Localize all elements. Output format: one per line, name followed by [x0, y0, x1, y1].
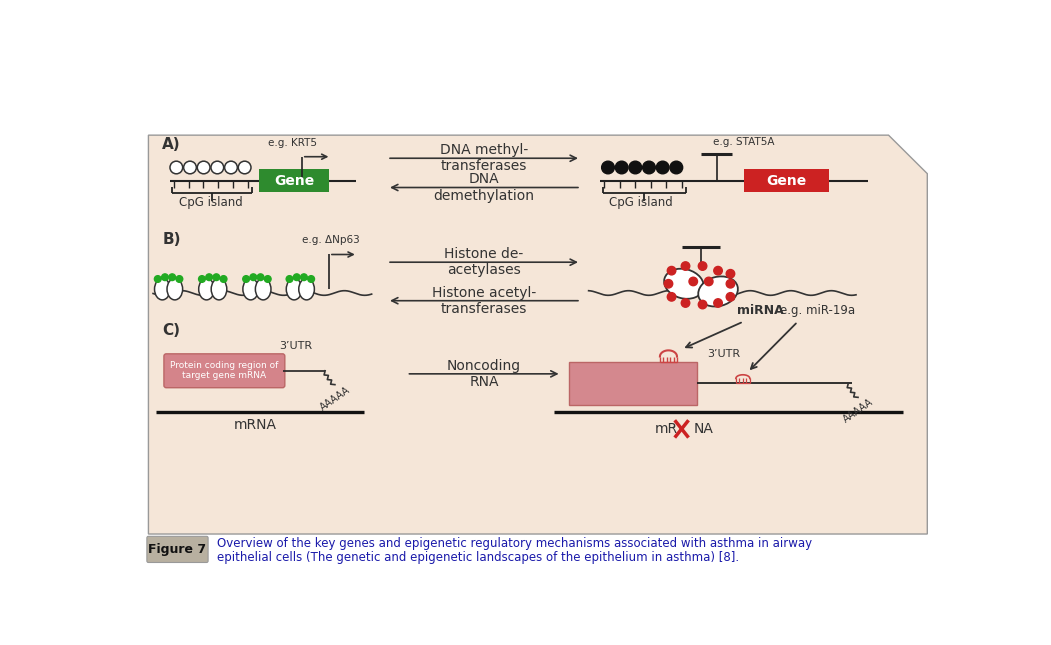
FancyBboxPatch shape	[164, 354, 285, 388]
Circle shape	[642, 161, 656, 174]
Circle shape	[198, 161, 210, 174]
Circle shape	[199, 275, 205, 283]
Circle shape	[669, 161, 683, 174]
Circle shape	[681, 262, 689, 270]
Text: CpG island: CpG island	[179, 196, 243, 209]
Circle shape	[714, 299, 722, 307]
Circle shape	[162, 274, 168, 281]
Text: NA: NA	[694, 422, 714, 436]
Circle shape	[176, 275, 183, 283]
Text: 3’UTR: 3’UTR	[280, 341, 312, 352]
Text: B): B)	[162, 232, 181, 248]
FancyBboxPatch shape	[147, 537, 208, 562]
Circle shape	[667, 266, 676, 275]
Circle shape	[667, 293, 676, 301]
Circle shape	[213, 274, 220, 281]
Text: Gene: Gene	[274, 174, 314, 188]
Text: miRNA: miRNA	[738, 304, 784, 317]
Circle shape	[726, 293, 735, 301]
Text: Gene: Gene	[766, 174, 806, 188]
Circle shape	[257, 274, 264, 281]
Ellipse shape	[664, 269, 704, 299]
Text: e.g. ΔNp63: e.g. ΔNp63	[303, 235, 360, 245]
Ellipse shape	[199, 279, 214, 300]
Circle shape	[714, 266, 722, 275]
Circle shape	[239, 161, 251, 174]
Circle shape	[265, 275, 271, 283]
Ellipse shape	[211, 279, 227, 300]
Text: epithelial cells (The genetic and epigenetic landscapes of the epithelium in ast: epithelial cells (The genetic and epigen…	[217, 551, 739, 564]
Circle shape	[184, 161, 197, 174]
Text: Overview of the key genes and epigenetic regulatory mechanisms associated with a: Overview of the key genes and epigenetic…	[217, 537, 811, 550]
Ellipse shape	[255, 279, 271, 300]
Text: C): C)	[162, 323, 181, 339]
Circle shape	[681, 299, 689, 307]
Text: Histone acetyl-
transferases: Histone acetyl- transferases	[432, 286, 536, 316]
Text: Protein coding region of
target gene mRNA: Protein coding region of target gene mRN…	[170, 361, 279, 380]
Bar	[744, 169, 829, 192]
Circle shape	[211, 161, 224, 174]
Circle shape	[308, 275, 314, 283]
Circle shape	[726, 270, 735, 278]
Circle shape	[301, 274, 307, 281]
Text: AAAAA: AAAAA	[318, 384, 352, 412]
Text: 3’UTR: 3’UTR	[707, 349, 741, 359]
Ellipse shape	[243, 279, 259, 300]
Text: Figure 7: Figure 7	[148, 543, 207, 556]
Text: A): A)	[162, 137, 181, 152]
Circle shape	[169, 274, 176, 281]
Circle shape	[689, 277, 698, 286]
Circle shape	[704, 277, 713, 286]
Bar	[570, 362, 697, 404]
Circle shape	[615, 161, 628, 174]
Text: Histone de-
acetylases: Histone de- acetylases	[445, 247, 523, 277]
Ellipse shape	[154, 279, 170, 300]
Text: DNA methyl-
transferases: DNA methyl- transferases	[440, 143, 528, 174]
Ellipse shape	[286, 279, 302, 300]
Circle shape	[293, 274, 301, 281]
Polygon shape	[148, 135, 927, 534]
Circle shape	[221, 275, 227, 283]
Circle shape	[698, 262, 707, 270]
Ellipse shape	[698, 277, 738, 306]
Circle shape	[698, 301, 707, 309]
Text: AAAAA: AAAAA	[841, 397, 874, 425]
Circle shape	[286, 275, 293, 283]
Text: e.g. STAT5A: e.g. STAT5A	[713, 137, 775, 147]
Circle shape	[170, 161, 183, 174]
Circle shape	[206, 274, 212, 281]
Circle shape	[628, 161, 642, 174]
Text: mR: mR	[655, 422, 678, 436]
Text: Noncoding
RNA: Noncoding RNA	[447, 359, 521, 389]
Ellipse shape	[167, 279, 183, 300]
Text: DNA
demethylation: DNA demethylation	[433, 172, 535, 203]
Text: e.g. miR-19a: e.g. miR-19a	[780, 304, 854, 317]
Circle shape	[225, 161, 238, 174]
Bar	[260, 169, 329, 192]
Text: e.g. KRT5: e.g. KRT5	[268, 138, 317, 148]
Text: CpG island: CpG island	[610, 196, 674, 209]
Circle shape	[243, 275, 249, 283]
Circle shape	[664, 279, 673, 288]
Circle shape	[154, 275, 161, 283]
Circle shape	[601, 161, 615, 174]
Ellipse shape	[298, 279, 314, 300]
Text: mRNA: mRNA	[234, 419, 276, 432]
Circle shape	[726, 279, 735, 288]
Circle shape	[656, 161, 669, 174]
Circle shape	[250, 274, 256, 281]
